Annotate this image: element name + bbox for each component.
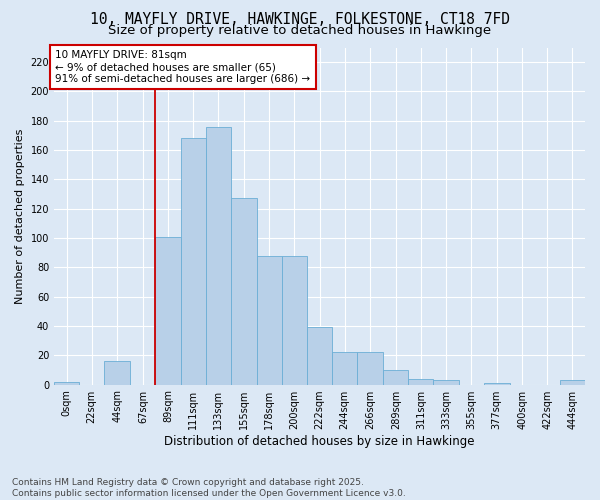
- Y-axis label: Number of detached properties: Number of detached properties: [15, 128, 25, 304]
- Text: Contains HM Land Registry data © Crown copyright and database right 2025.
Contai: Contains HM Land Registry data © Crown c…: [12, 478, 406, 498]
- Bar: [560, 380, 585, 384]
- Bar: [409, 378, 433, 384]
- Bar: [484, 383, 510, 384]
- Text: 10 MAYFLY DRIVE: 81sqm
← 9% of detached houses are smaller (65)
91% of semi-deta: 10 MAYFLY DRIVE: 81sqm ← 9% of detached …: [55, 50, 310, 84]
- Bar: [282, 256, 307, 384]
- Bar: [104, 361, 130, 384]
- Bar: [357, 352, 383, 384]
- Bar: [257, 256, 282, 384]
- Bar: [433, 380, 458, 384]
- Bar: [54, 382, 79, 384]
- Bar: [307, 328, 332, 384]
- Text: Size of property relative to detached houses in Hawkinge: Size of property relative to detached ho…: [109, 24, 491, 37]
- Bar: [155, 236, 181, 384]
- Bar: [181, 138, 206, 384]
- Bar: [332, 352, 357, 384]
- Bar: [230, 198, 257, 384]
- Bar: [383, 370, 409, 384]
- Text: 10, MAYFLY DRIVE, HAWKINGE, FOLKESTONE, CT18 7FD: 10, MAYFLY DRIVE, HAWKINGE, FOLKESTONE, …: [90, 12, 510, 28]
- Bar: [206, 126, 230, 384]
- X-axis label: Distribution of detached houses by size in Hawkinge: Distribution of detached houses by size …: [164, 434, 475, 448]
